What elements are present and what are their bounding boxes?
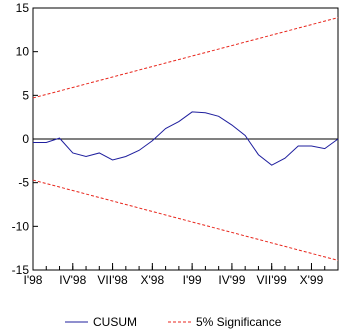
plot-area	[32, 7, 339, 271]
y-tick-label: -10	[12, 219, 30, 233]
x-tick-label: VII'99	[257, 273, 288, 287]
x-tick-label: I'98	[24, 273, 43, 287]
legend: CUSUM 5% Significance	[65, 315, 282, 329]
y-tick-label: -15	[12, 263, 30, 277]
y-axis: -15 -10 -5 0 5 10 15	[12, 1, 38, 277]
y-tick-label: 15	[16, 1, 30, 15]
x-tick-label: VII'98	[97, 273, 128, 287]
y-tick-label: -5	[18, 176, 29, 190]
x-tick-label: X'98	[141, 273, 165, 287]
series-line-cusum-0	[33, 111, 339, 166]
legend-label-significance: 5% Significance	[196, 315, 282, 329]
x-tick-label: X'99	[300, 273, 324, 287]
x-tick-label: IV'98	[59, 273, 86, 287]
series-line-5-significance-2	[32, 179, 339, 261]
y-tick-label: 5	[22, 88, 29, 102]
y-tick-label: 10	[16, 45, 30, 59]
x-tick-label: IV'99	[218, 273, 245, 287]
legend-label-cusum: CUSUM	[93, 315, 137, 329]
y-tick-label: 0	[22, 132, 29, 146]
series-line-5-significance-1	[32, 17, 339, 99]
x-axis: I'98 IV'98 VII'98 X'98 I'99 IV'99 VII'99 X'99	[24, 263, 339, 287]
x-tick-label: I'99	[183, 273, 202, 287]
